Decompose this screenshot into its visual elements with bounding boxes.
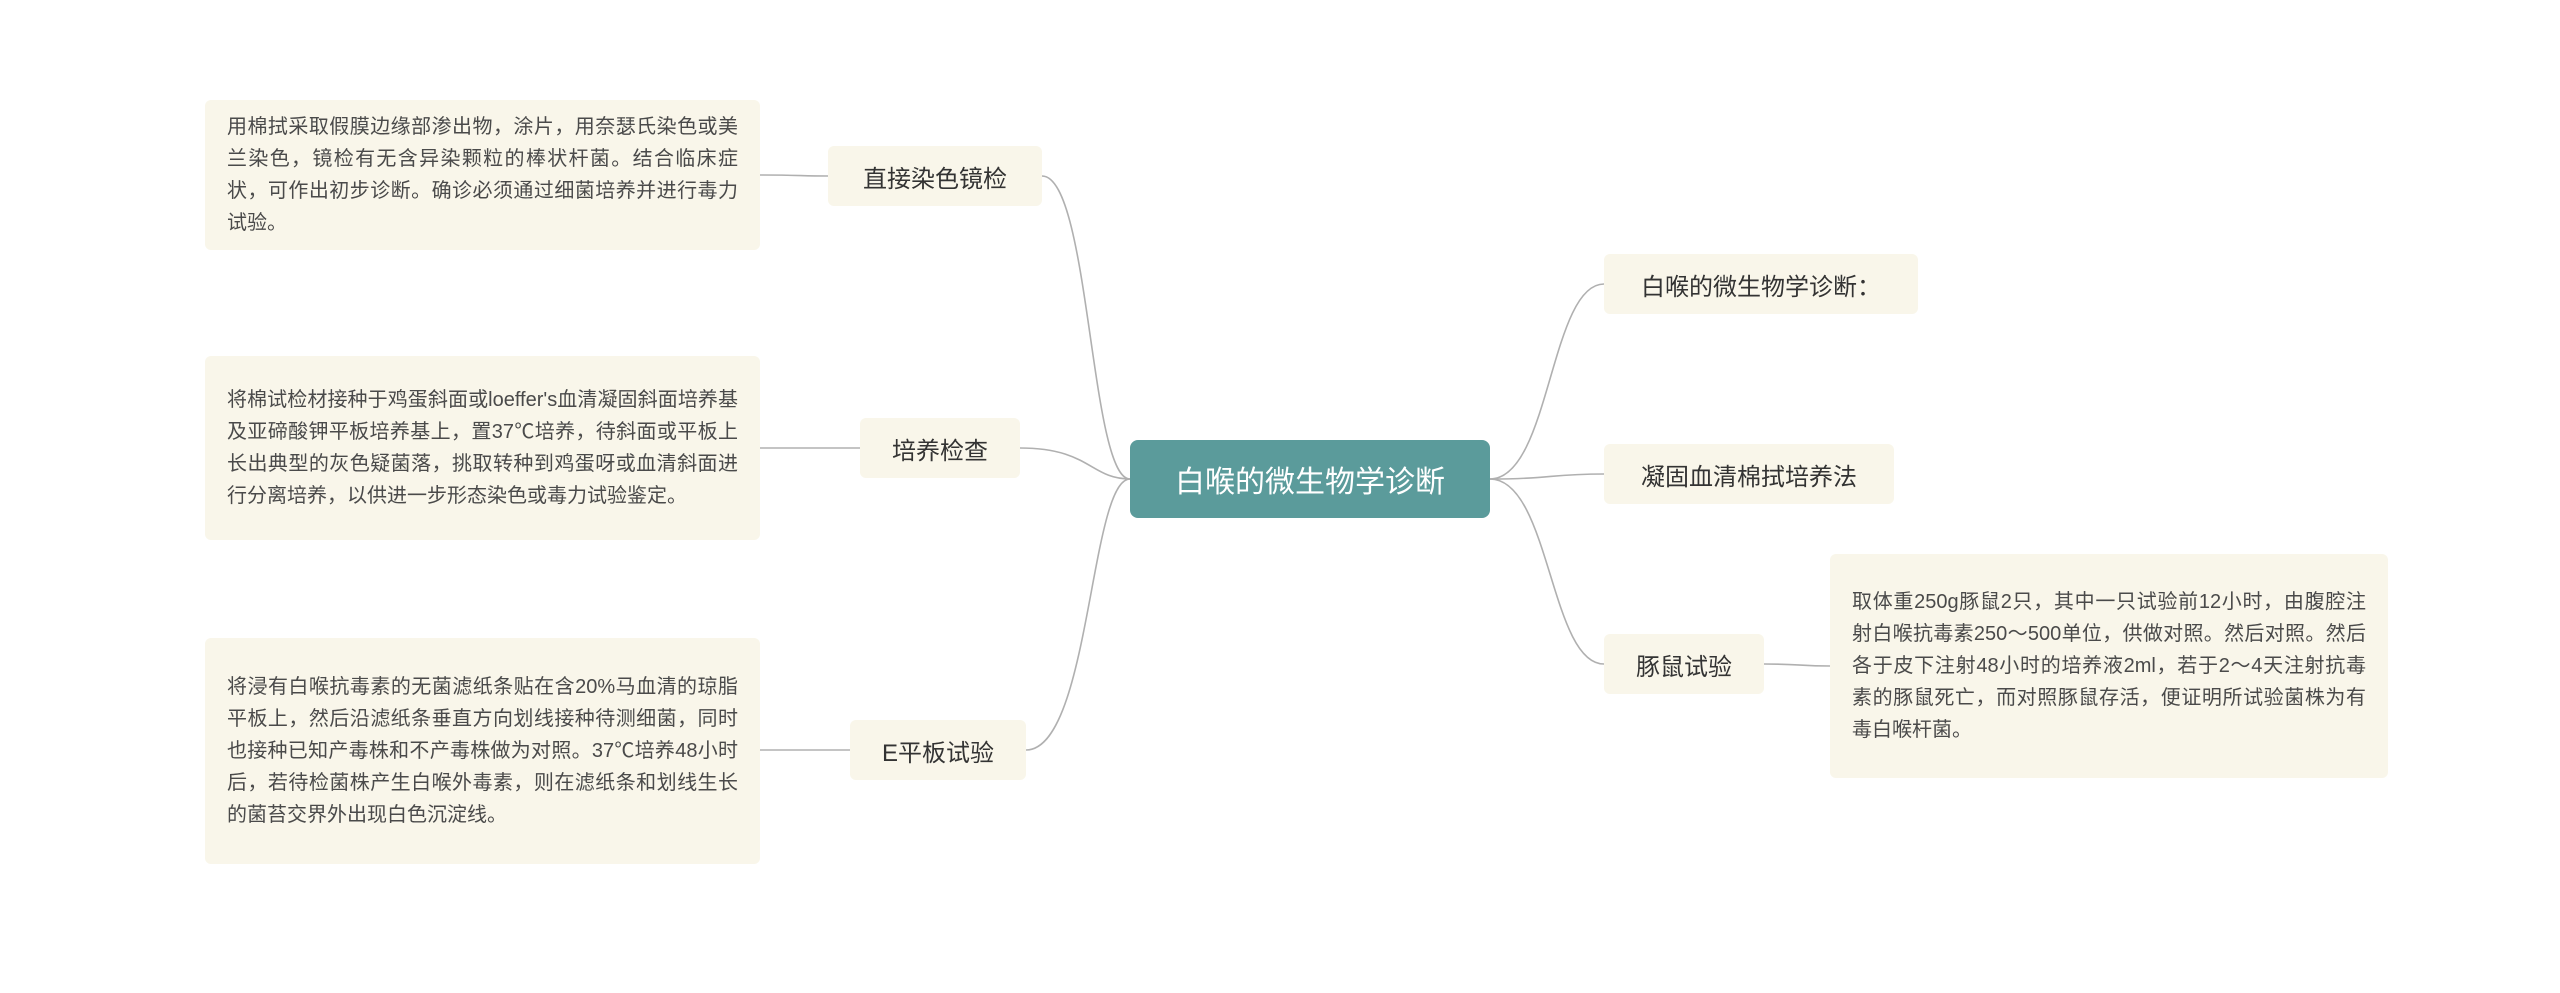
leaf-guinea-pig-desc: 取体重250g豚鼠2只，其中一只试验前12小时，由腹腔注射白喉抗毒素250～50…: [1830, 554, 2388, 778]
branch-guinea-pig: 豚鼠试验: [1604, 634, 1764, 694]
branch-culture-test: 培养检查: [860, 418, 1020, 478]
central-node: 白喉的微生物学诊断: [1130, 440, 1490, 518]
branch-label: 凝固血清棉拭培养法: [1641, 457, 1857, 492]
branch-label: E平板试验: [882, 733, 994, 768]
leaf-direct-stain-desc: 用棉拭采取假膜边缘部渗出物，涂片，用奈瑟氏染色或美兰染色，镜检有无含异染颗粒的棒…: [205, 100, 760, 250]
branch-e-plate: E平板试验: [850, 720, 1026, 780]
branch-direct-stain: 直接染色镜检: [828, 146, 1042, 206]
leaf-text: 将浸有白喉抗毒素的无菌滤纸条贴在含20%马血清的琼脂平板上，然后沿滤纸条垂直方向…: [227, 671, 738, 831]
edge-direct-stain-desc: [760, 175, 828, 176]
branch-label: 白喉的微生物学诊断：: [1641, 267, 1881, 302]
edge-central-to-diagnosis-header: [1490, 284, 1604, 479]
leaf-text: 用棉拭采取假膜边缘部渗出物，涂片，用奈瑟氏染色或美兰染色，镜检有无含异染颗粒的棒…: [227, 111, 738, 239]
edge-central-to-culture-test: [1020, 448, 1130, 479]
leaf-text: 取体重250g豚鼠2只，其中一只试验前12小时，由腹腔注射白喉抗毒素250～50…: [1852, 586, 2366, 746]
edge-central-to-direct-stain: [1042, 176, 1130, 479]
branch-label: 豚鼠试验: [1636, 647, 1732, 682]
leaf-e-plate-desc: 将浸有白喉抗毒素的无菌滤纸条贴在含20%马血清的琼脂平板上，然后沿滤纸条垂直方向…: [205, 638, 760, 864]
central-label: 白喉的微生物学诊断: [1175, 457, 1445, 501]
edge-guinea-pig-desc: [1764, 664, 1830, 666]
branch-serum-swab: 凝固血清棉拭培养法: [1604, 444, 1894, 504]
branch-diagnosis-header: 白喉的微生物学诊断：: [1604, 254, 1918, 314]
leaf-culture-test-desc: 将棉试检材接种于鸡蛋斜面或loeffer's血清凝固斜面培养基及亚碲酸钾平板培养…: [205, 356, 760, 540]
leaf-text: 将棉试检材接种于鸡蛋斜面或loeffer's血清凝固斜面培养基及亚碲酸钾平板培养…: [227, 384, 738, 512]
edge-central-to-guinea-pig: [1490, 479, 1604, 664]
branch-label: 直接染色镜检: [863, 159, 1007, 194]
branch-label: 培养检查: [892, 431, 988, 466]
edge-central-to-e-plate: [1026, 479, 1130, 750]
edge-central-to-serum-swab: [1490, 474, 1604, 479]
